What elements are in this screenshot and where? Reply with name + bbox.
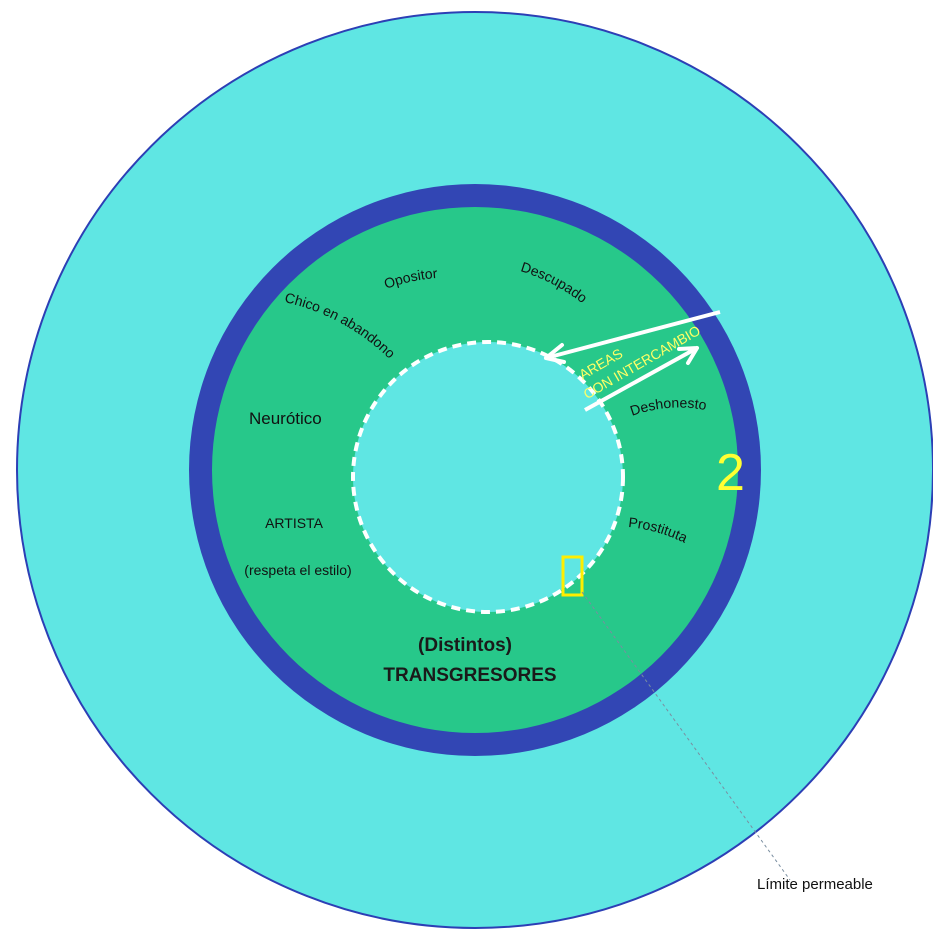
artista-label: ARTISTA	[265, 515, 323, 531]
neurotico-label: Neurótico	[249, 409, 322, 428]
ring-number: 2	[716, 444, 745, 502]
distintos-label: (Distintos)	[418, 635, 512, 656]
limite-label: Límite permeable	[757, 876, 873, 893]
exchange-arrow-upper	[545, 310, 721, 360]
exchange-arrow-upper-head	[544, 343, 566, 364]
respeta-label: (respeta el estilo)	[244, 562, 351, 578]
permeable-boundary	[351, 340, 625, 614]
exchange-arrows	[544, 310, 721, 412]
exchange-arrow-lower	[584, 346, 698, 412]
transgresores-label: TRANSGRESORES	[383, 665, 556, 686]
leader-line	[581, 591, 791, 881]
exchange-arrow-lower-head	[677, 346, 699, 365]
highlight-box	[561, 555, 584, 597]
inner-core	[353, 342, 623, 612]
